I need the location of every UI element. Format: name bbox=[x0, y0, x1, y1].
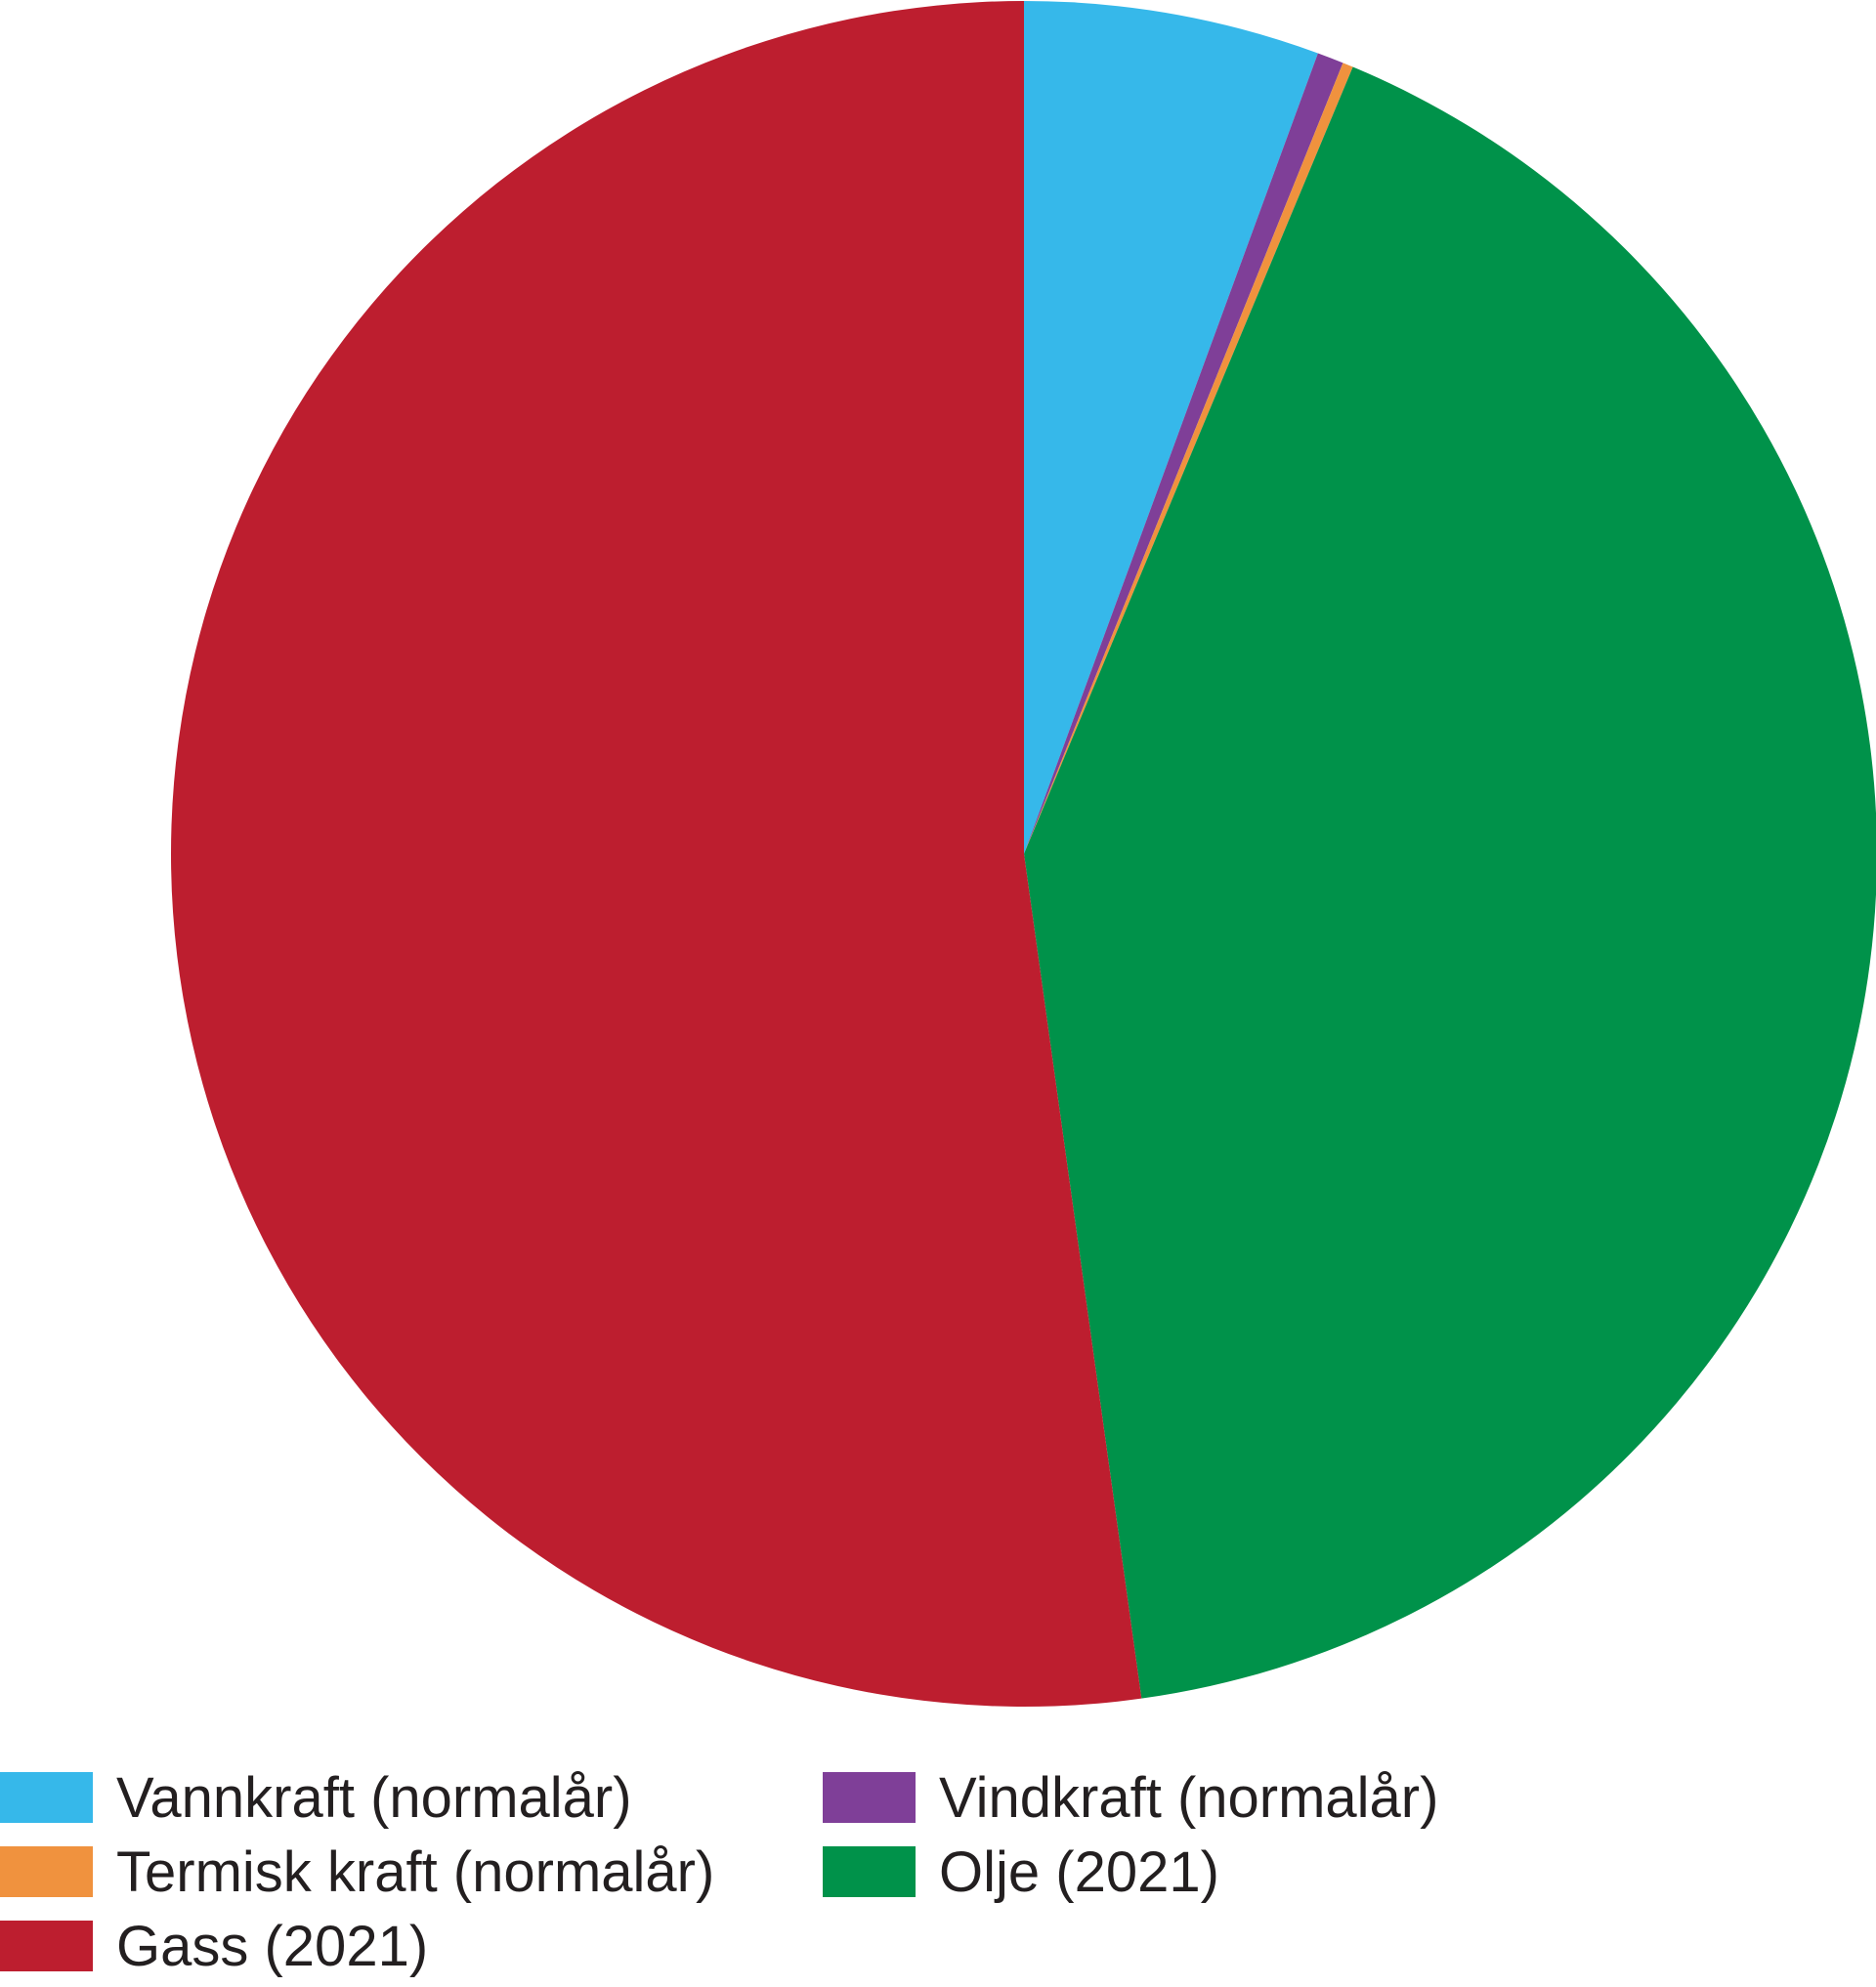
legend-item-1: Vindkraft (normalår) bbox=[823, 1758, 1438, 1837]
legend-label: Vannkraft (normalår) bbox=[116, 1765, 632, 1830]
legend-label: Vindkraft (normalår) bbox=[939, 1765, 1439, 1830]
legend-swatch bbox=[823, 1846, 916, 1897]
legend-item-2: Termisk kraft (normalår) bbox=[0, 1833, 714, 1911]
legend-item-0: Vannkraft (normalår) bbox=[0, 1758, 632, 1837]
legend-item-4: Gass (2021) bbox=[0, 1907, 428, 1985]
pie-slice-3 bbox=[1024, 66, 1876, 1699]
pie-slice-2 bbox=[1024, 63, 1353, 854]
legend-swatch bbox=[0, 1846, 93, 1897]
pie-slice-0 bbox=[1024, 1, 1318, 854]
pie-chart bbox=[171, 1, 1876, 1707]
pie-slices bbox=[171, 1, 1876, 1707]
legend-label: Olje (2021) bbox=[939, 1839, 1219, 1904]
legend-swatch bbox=[0, 1921, 93, 1971]
pie-slice-1 bbox=[1024, 53, 1343, 854]
legend-label: Gass (2021) bbox=[116, 1914, 429, 1978]
legend-swatch bbox=[823, 1772, 916, 1823]
legend-label: Termisk kraft (normalår) bbox=[116, 1839, 715, 1904]
legend-swatch bbox=[0, 1772, 93, 1823]
pie-slice-4 bbox=[171, 1, 1142, 1707]
legend: Vannkraft (normalår) Vindkraft (normalår)… bbox=[0, 1758, 1876, 1987]
legend-item-3: Olje (2021) bbox=[823, 1833, 1219, 1911]
